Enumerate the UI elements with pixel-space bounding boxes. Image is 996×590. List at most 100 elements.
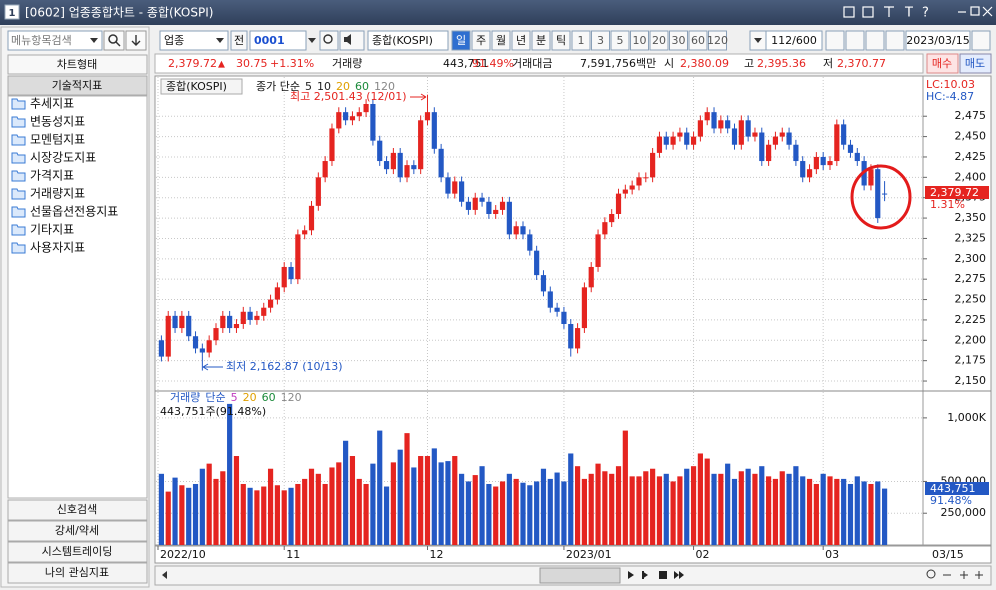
period-button[interactable] xyxy=(491,30,511,51)
code-search[interactable] xyxy=(319,30,339,51)
zoom-in[interactable] xyxy=(960,571,968,579)
name-box[interactable] xyxy=(367,30,449,51)
interval-button[interactable] xyxy=(571,30,591,51)
candle-body xyxy=(520,226,526,235)
volume-bar xyxy=(595,463,601,545)
quote-arrow: ▲ xyxy=(218,60,225,70)
buy-button[interactable] xyxy=(926,53,959,74)
volume-bar xyxy=(165,491,171,545)
high-arrow xyxy=(410,93,427,101)
search-button[interactable] xyxy=(103,30,125,51)
sound-button[interactable] xyxy=(339,30,365,51)
folder-icon xyxy=(11,188,26,200)
y-tick-label: 2,450 xyxy=(955,130,987,143)
axis-date: 03/15 xyxy=(932,548,964,561)
search-input[interactable] xyxy=(7,30,103,51)
volume-bar xyxy=(677,476,683,545)
zoom-reset[interactable] xyxy=(975,571,983,579)
help-button[interactable]: ? xyxy=(922,6,929,21)
candle-body xyxy=(288,266,294,280)
count-box[interactable] xyxy=(765,30,823,51)
tool-button[interactable] xyxy=(865,30,885,51)
candle-body xyxy=(267,299,274,308)
volume-bar xyxy=(697,453,703,545)
tool-button[interactable] xyxy=(885,30,905,51)
quote-price: 2,379.72 xyxy=(168,57,217,70)
volume-bar xyxy=(670,481,676,545)
interval-button[interactable] xyxy=(610,30,630,51)
period-button-label: 일 xyxy=(456,33,466,47)
tool-button[interactable] xyxy=(845,30,865,51)
market-select[interactable] xyxy=(159,30,229,51)
sidebar-button[interactable] xyxy=(7,54,148,75)
highlight-circle xyxy=(850,164,912,230)
folder-icon xyxy=(11,242,26,254)
window-button[interactable] xyxy=(862,6,874,18)
tool-button[interactable] xyxy=(825,30,845,51)
volume-bar xyxy=(233,456,240,545)
period-button[interactable] xyxy=(511,30,531,51)
interval-button[interactable] xyxy=(669,30,688,51)
candle-body xyxy=(220,315,226,329)
interval-button[interactable] xyxy=(591,30,610,51)
candle-body xyxy=(527,234,533,251)
folder-label: 가격지표 xyxy=(30,169,74,183)
candle-body xyxy=(615,193,622,214)
candle-body xyxy=(192,336,199,349)
close-button[interactable] xyxy=(982,6,993,17)
x-tick-label: 2023/01 xyxy=(566,548,612,561)
volume-bar xyxy=(383,486,390,545)
candle-body xyxy=(349,116,356,121)
window-button[interactable] xyxy=(884,6,894,17)
prev-button[interactable] xyxy=(230,30,248,51)
candle-body xyxy=(663,136,669,145)
scroll-thumb[interactable] xyxy=(539,567,621,584)
quote-volume-rate: 91.49% xyxy=(472,57,514,70)
maximize-button[interactable] xyxy=(970,6,980,16)
stop-button[interactable] xyxy=(659,571,667,579)
zoom-tools xyxy=(926,569,983,579)
window-button[interactable] xyxy=(843,6,855,18)
scroll-left[interactable] xyxy=(162,571,167,579)
sidebar-button[interactable] xyxy=(7,541,148,563)
sidebar-button[interactable] xyxy=(7,75,148,96)
period-button[interactable] xyxy=(451,30,471,51)
candle-body xyxy=(629,185,635,190)
folder-label: 선물옵션전용지표 xyxy=(30,205,118,219)
play-button[interactable] xyxy=(628,571,634,579)
interval-button[interactable] xyxy=(649,30,669,51)
period-button[interactable] xyxy=(551,30,571,51)
quote-change: 30.75 xyxy=(236,57,268,70)
candle-body xyxy=(834,124,840,162)
search-icon xyxy=(108,34,118,44)
interval-button[interactable] xyxy=(708,30,727,51)
step-button[interactable] xyxy=(642,571,648,579)
forward-button[interactable] xyxy=(674,571,684,579)
candle-body xyxy=(186,315,192,337)
text-button[interactable]: T xyxy=(904,6,913,21)
code-input[interactable] xyxy=(249,30,307,51)
period-button[interactable] xyxy=(531,30,551,51)
calendar-button[interactable] xyxy=(971,30,991,51)
period-button[interactable] xyxy=(471,30,491,51)
sidebar-button[interactable] xyxy=(7,562,148,584)
date-box[interactable] xyxy=(905,30,971,51)
candle-body xyxy=(670,136,676,145)
sidebar-button[interactable] xyxy=(7,499,148,521)
period-button-label: 월 xyxy=(496,34,506,47)
quote-amount-label: 거래대금 xyxy=(512,57,552,70)
interval-button[interactable] xyxy=(630,30,649,51)
interval-button[interactable] xyxy=(688,30,708,51)
last-volume-rate: 91.48% xyxy=(930,494,972,507)
x-tick-label: 03 xyxy=(825,548,839,561)
volume-bar xyxy=(704,458,710,545)
sidebar-button[interactable] xyxy=(7,520,148,542)
high-annotation: 최고 2,501.43 (12/01) xyxy=(290,90,407,103)
sell-button[interactable] xyxy=(959,53,992,74)
interval-button-label: 60 xyxy=(691,34,705,47)
candle-body xyxy=(602,222,608,235)
volume-bar xyxy=(806,478,813,545)
candle-body xyxy=(336,112,342,129)
volume-bar xyxy=(267,468,274,545)
zoom-button[interactable] xyxy=(926,569,936,579)
